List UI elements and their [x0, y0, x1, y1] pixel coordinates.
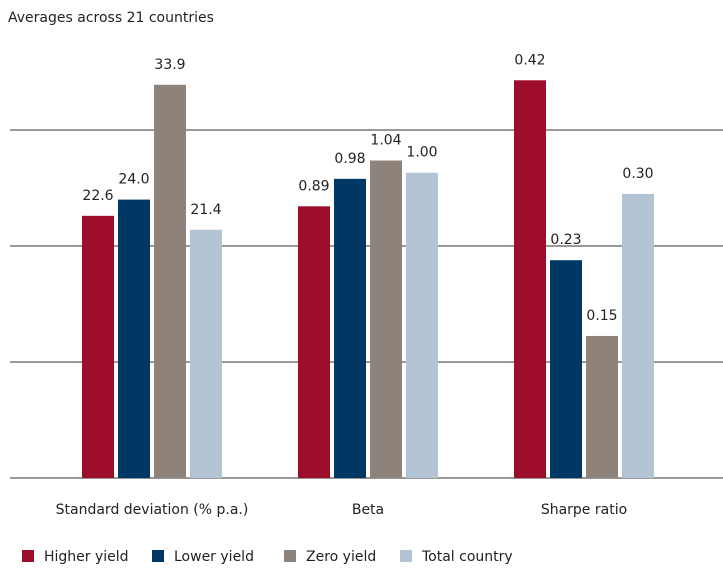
value-label: 33.9: [154, 57, 185, 73]
bar: [586, 335, 618, 478]
value-label: 24.0: [118, 172, 149, 188]
value-label: 1.04: [370, 133, 401, 149]
x-tick-label: Standard deviation (% p.a.): [56, 502, 249, 518]
bar: [118, 199, 150, 478]
legend-label: Lower yield: [174, 549, 254, 565]
bar: [370, 160, 402, 479]
bar: [190, 229, 222, 478]
value-label: 22.6: [82, 188, 113, 204]
value-label: 0.89: [298, 178, 329, 194]
bar: [82, 215, 114, 478]
x-tick-label: Sharpe ratio: [541, 502, 627, 518]
value-label: 0.98: [334, 151, 365, 167]
value-label: 21.4: [190, 202, 221, 218]
x-tick-label: Beta: [352, 502, 384, 518]
bar: [154, 84, 186, 478]
legend-swatch: [284, 550, 296, 562]
bar: [622, 193, 654, 478]
legend-label: Zero yield: [306, 549, 376, 565]
value-label: 0.30: [622, 166, 653, 182]
value-label: 1.00: [406, 145, 437, 161]
legend-label: Higher yield: [44, 549, 129, 565]
bar: [298, 206, 330, 478]
legend-label: Total country: [421, 549, 513, 565]
legend-swatch: [152, 550, 164, 562]
value-label: 0.42: [514, 52, 545, 68]
chart-title: Averages across 21 countries: [8, 10, 214, 26]
bar: [334, 178, 366, 478]
value-label: 0.23: [550, 232, 581, 248]
value-label: 0.15: [586, 308, 617, 324]
legend-swatch: [400, 550, 412, 562]
legend-swatch: [22, 550, 34, 562]
bar: [514, 80, 546, 479]
bar: [550, 260, 582, 478]
bar: [406, 172, 438, 478]
